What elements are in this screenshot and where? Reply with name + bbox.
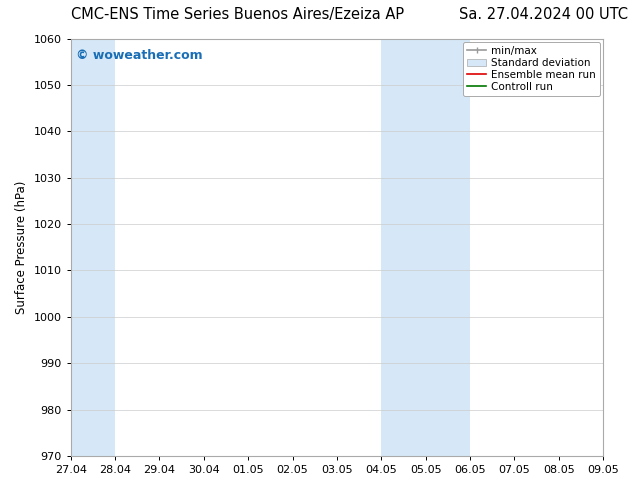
Bar	[425, 39, 470, 456]
Text: Sa. 27.04.2024 00 UTC: Sa. 27.04.2024 00 UTC	[458, 7, 628, 23]
Text: © woweather.com: © woweather.com	[76, 49, 203, 62]
Bar	[381, 39, 425, 456]
Y-axis label: Surface Pressure (hPa): Surface Pressure (hPa)	[15, 181, 28, 314]
Text: CMC-ENS Time Series Buenos Aires/Ezeiza AP: CMC-ENS Time Series Buenos Aires/Ezeiza …	[71, 7, 404, 23]
Legend: min/max, Standard deviation, Ensemble mean run, Controll run: min/max, Standard deviation, Ensemble me…	[463, 42, 600, 97]
Bar	[71, 39, 115, 456]
